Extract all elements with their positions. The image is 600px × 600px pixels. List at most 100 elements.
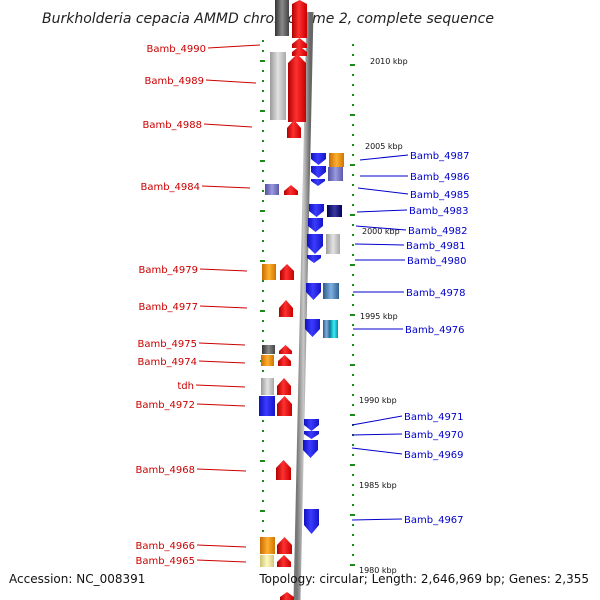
gene-label-right: Bamb_4970 bbox=[404, 430, 464, 441]
tick-mark-left bbox=[260, 310, 265, 312]
reverse-gene-arrow bbox=[304, 431, 319, 439]
tick-mark-left bbox=[262, 190, 264, 192]
tick-mark-left bbox=[262, 480, 264, 482]
tick-mark-right bbox=[352, 524, 354, 526]
tick-mark-right bbox=[350, 464, 355, 466]
leader-line bbox=[199, 305, 248, 309]
tick-mark-left bbox=[262, 120, 264, 122]
tick-mark-right bbox=[350, 414, 355, 416]
gene-box bbox=[323, 283, 339, 299]
gene-label-left: Bamb_4990 bbox=[146, 44, 206, 55]
gene-label-right: Bamb_4978 bbox=[406, 288, 466, 299]
gene-labels: Bamb_4990 Bamb_4989 Bamb_4988 Bamb_4984 Bamb… bbox=[135, 44, 469, 567]
tick-mark-right bbox=[352, 284, 354, 286]
tick-mark-left bbox=[262, 200, 264, 202]
tick-mark-left bbox=[262, 230, 264, 232]
tick-mark-left bbox=[262, 40, 264, 42]
tick-mark-right bbox=[352, 534, 354, 536]
tick-mark-left bbox=[260, 460, 265, 462]
forward-gene-arrow bbox=[277, 555, 291, 567]
tick-mark-right bbox=[352, 544, 354, 546]
kbp-label: 1995 kbp bbox=[360, 312, 398, 321]
leader-line bbox=[354, 243, 405, 246]
tick-mark-left bbox=[262, 300, 264, 302]
tick-mark-left bbox=[262, 340, 264, 342]
leader-line bbox=[203, 123, 253, 128]
forward-gene-arrow bbox=[284, 185, 298, 195]
tick-mark-left bbox=[262, 180, 264, 182]
tick-mark-left bbox=[262, 170, 264, 172]
tick-mark-left bbox=[260, 510, 265, 512]
leader-line bbox=[196, 403, 246, 407]
tick-mark-left bbox=[262, 290, 264, 292]
forward-gene-arrow bbox=[288, 54, 306, 122]
tick-mark-right bbox=[352, 144, 354, 146]
tick-mark-right bbox=[350, 564, 355, 566]
tick-mark-right bbox=[352, 374, 354, 376]
leader-line bbox=[351, 447, 403, 455]
leader-line bbox=[351, 433, 403, 436]
gene-box bbox=[329, 153, 344, 167]
gene-label-left: Bamb_4989 bbox=[144, 76, 204, 87]
tick-mark-right bbox=[352, 394, 354, 396]
tick-mark-right bbox=[352, 154, 354, 156]
tick-mark-right bbox=[352, 234, 354, 236]
gene-label-right: Bamb_4971 bbox=[404, 412, 464, 423]
gene-box bbox=[261, 378, 274, 395]
gene-box bbox=[326, 234, 340, 254]
tick-mark-left bbox=[262, 440, 264, 442]
tick-mark-right bbox=[352, 94, 354, 96]
reverse-gene-arrow bbox=[304, 509, 319, 534]
gene-label-right: Bamb_4983 bbox=[409, 206, 469, 217]
tick-mark-right bbox=[350, 364, 355, 366]
tick-mark-right bbox=[352, 204, 354, 206]
chromosome-backbone bbox=[293, 11, 314, 600]
gene-label-right: Bamb_4986 bbox=[410, 172, 470, 183]
tick-mark-left bbox=[262, 80, 264, 82]
map-title: Burkholderia cepacia AMMD chromosome 2, … bbox=[42, 11, 494, 27]
tick-mark-left bbox=[262, 130, 264, 132]
tick-mark-right bbox=[352, 134, 354, 136]
gene-box bbox=[262, 264, 276, 280]
tick-mark-right bbox=[352, 324, 354, 326]
leader-line bbox=[359, 154, 409, 161]
gene-label-right: Bamb_4985 bbox=[410, 190, 470, 201]
kbp-label: 1985 kbp bbox=[359, 481, 397, 490]
gene-label-left: Bamb_4984 bbox=[140, 182, 200, 193]
leader-line bbox=[355, 225, 407, 231]
leader-line bbox=[207, 44, 261, 49]
tick-mark-left bbox=[262, 500, 264, 502]
tick-mark-right bbox=[352, 404, 354, 406]
reverse-gene-arrow bbox=[304, 419, 319, 431]
tick-mark-right bbox=[352, 454, 354, 456]
leader-line bbox=[198, 360, 246, 364]
tick-mark-right bbox=[352, 254, 354, 256]
tick-mark-right bbox=[352, 474, 354, 476]
tick-mark-left bbox=[260, 110, 265, 112]
tick-mark-right bbox=[352, 554, 354, 556]
gene-label-left: Bamb_4979 bbox=[138, 265, 198, 276]
gene-box bbox=[262, 345, 275, 354]
tick-mark-right bbox=[352, 494, 354, 496]
tick-mark-right bbox=[352, 304, 354, 306]
tick-mark-left bbox=[262, 90, 264, 92]
tick-mark-left bbox=[262, 420, 264, 422]
forward-gene-arrow bbox=[279, 300, 293, 317]
tick-mark-left bbox=[262, 280, 264, 282]
tick-mark-left bbox=[262, 50, 264, 52]
gene-box bbox=[275, 0, 289, 36]
tick-mark-left bbox=[262, 100, 264, 102]
tick-mark-left bbox=[262, 250, 264, 252]
reverse-gene-arrow bbox=[305, 319, 320, 337]
tick-mark-right bbox=[352, 484, 354, 486]
gene-label-left: Bamb_4977 bbox=[138, 302, 198, 313]
gene-box bbox=[330, 320, 338, 338]
tick-mark-right bbox=[352, 344, 354, 346]
leader-line bbox=[351, 415, 403, 426]
tick-mark-right bbox=[350, 114, 355, 116]
tick-mark-right bbox=[352, 84, 354, 86]
leader-line bbox=[196, 544, 247, 548]
gene-label-right: Bamb_4982 bbox=[408, 226, 468, 237]
reverse-gene-arrow bbox=[311, 166, 326, 178]
tick-mark-right bbox=[352, 354, 354, 356]
